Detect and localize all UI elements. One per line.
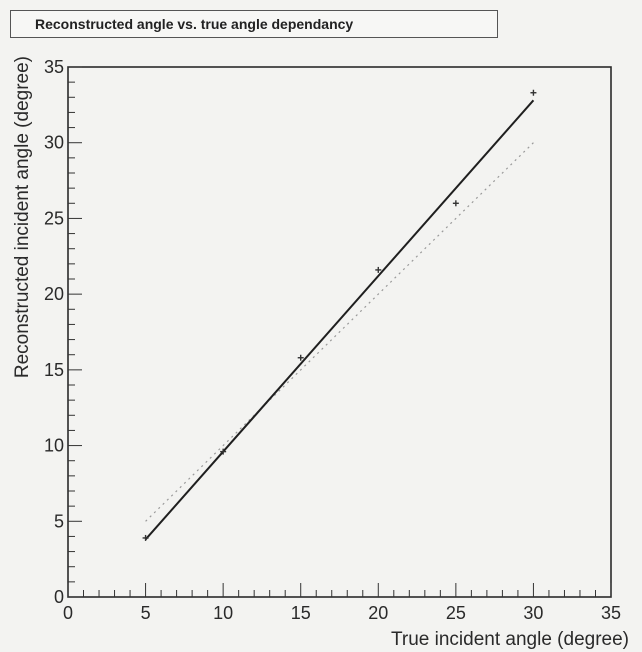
x-tick-label: 35 <box>601 603 621 623</box>
y-tick-label: 35 <box>44 57 64 77</box>
x-tick-label: 25 <box>446 603 466 623</box>
chart-title: Reconstructed angle vs. true angle depen… <box>10 10 498 38</box>
reference-diagonal-line <box>145 142 534 522</box>
data-point <box>220 448 227 455</box>
x-tick-label: 30 <box>523 603 543 623</box>
data-point <box>530 89 537 96</box>
x-tick-label: 20 <box>368 603 388 623</box>
y-tick-label: 15 <box>44 360 64 380</box>
data-point <box>142 534 149 541</box>
data-points <box>142 89 537 541</box>
x-tick-label: 10 <box>213 603 233 623</box>
data-point <box>452 200 459 207</box>
axes-frame <box>67 66 612 598</box>
y-tick-label: 30 <box>44 133 64 153</box>
x-tick-label: 15 <box>291 603 311 623</box>
axis-ticks: 0 5 10 15 20 25 30 35 0 5 10 15 20 25 30 35 <box>44 57 621 623</box>
fit-line <box>144 99 535 541</box>
data-point <box>297 354 304 361</box>
y-tick-label: 20 <box>44 284 64 304</box>
y-tick-label: 5 <box>54 511 64 531</box>
y-axis-label: Reconstructed incident angle (degree) <box>12 56 33 378</box>
y-tick-label: 0 <box>54 587 64 607</box>
y-tick-label: 10 <box>44 436 64 456</box>
series-lines <box>144 99 535 541</box>
y-tick-label: 25 <box>44 208 64 228</box>
plot-frame <box>67 66 612 598</box>
data-point <box>375 266 382 273</box>
x-tick-label: 5 <box>141 603 151 623</box>
x-tick-label: 0 <box>63 603 73 623</box>
x-axis-label: True incident angle (degree) <box>391 629 629 650</box>
